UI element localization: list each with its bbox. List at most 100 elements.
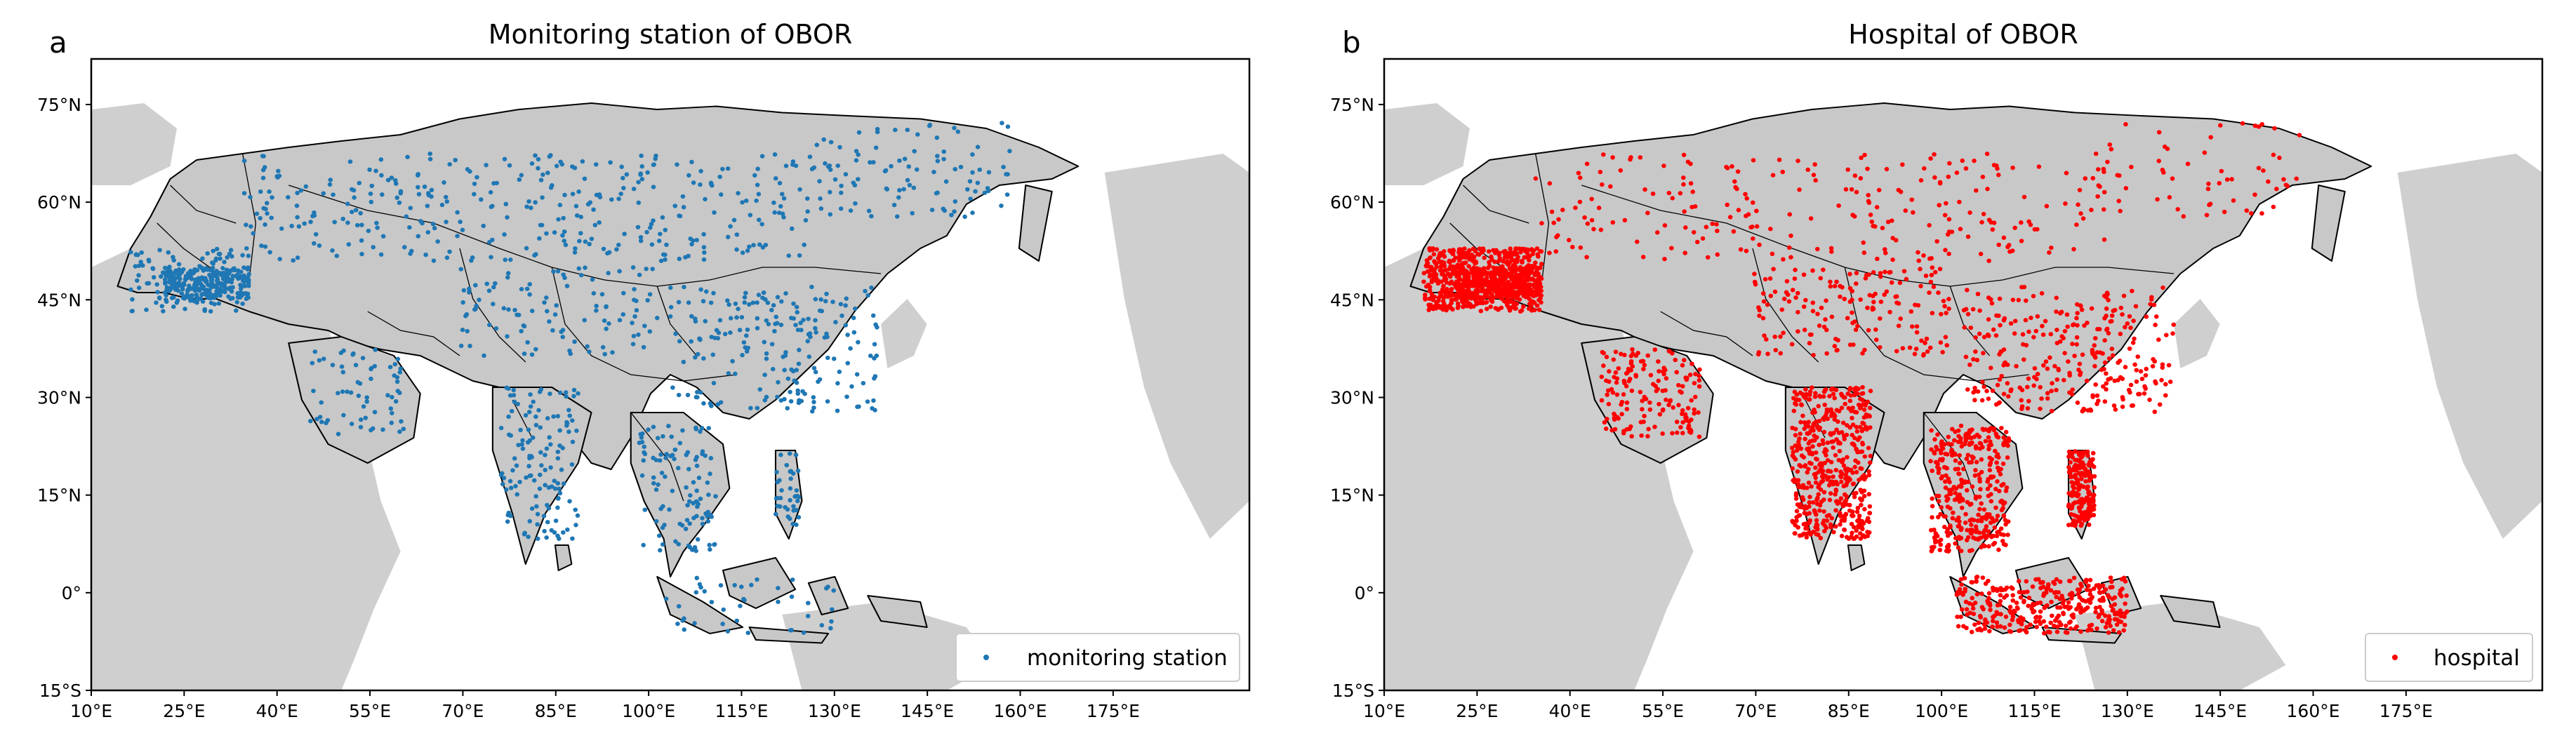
data-point xyxy=(686,499,692,504)
x-tick-label: 145°E xyxy=(2193,701,2247,721)
data-point xyxy=(2108,585,2113,590)
data-point xyxy=(1811,352,1816,358)
data-point xyxy=(1940,349,1945,355)
data-point xyxy=(1959,444,1965,449)
data-point xyxy=(672,457,677,462)
data-point xyxy=(1878,316,1883,321)
data-point xyxy=(340,370,346,375)
data-point xyxy=(415,173,420,178)
data-point xyxy=(1925,349,1930,354)
data-point xyxy=(2112,307,2118,313)
data-point xyxy=(649,242,655,247)
data-point xyxy=(740,250,745,255)
data-point xyxy=(1526,271,1532,276)
data-point xyxy=(685,392,691,398)
data-point xyxy=(1944,343,1950,348)
data-point xyxy=(1944,494,1949,499)
data-point xyxy=(1966,431,1972,436)
data-point xyxy=(566,429,571,434)
data-point xyxy=(616,196,621,201)
data-point xyxy=(1639,433,1644,438)
data-point xyxy=(952,166,958,172)
data-point xyxy=(622,232,627,236)
data-point xyxy=(1810,268,1815,273)
data-point xyxy=(794,507,799,513)
data-point xyxy=(645,297,650,303)
data-point xyxy=(2122,622,2127,627)
data-point xyxy=(1850,297,1854,302)
data-point xyxy=(869,285,874,290)
data-point xyxy=(2083,478,2088,484)
data-point xyxy=(624,172,630,177)
data-point xyxy=(1832,283,1838,288)
data-point xyxy=(789,627,795,633)
data-point xyxy=(819,622,825,628)
data-point xyxy=(1817,419,1822,424)
data-point xyxy=(2156,159,2161,163)
data-point xyxy=(1998,526,2004,531)
data-point xyxy=(582,176,587,181)
data-point xyxy=(171,255,175,260)
data-point xyxy=(1979,220,1984,225)
data-point xyxy=(1640,399,1645,403)
data-point xyxy=(2219,168,2224,173)
data-point xyxy=(551,414,556,419)
data-point xyxy=(791,504,796,509)
data-point xyxy=(631,187,637,192)
data-point xyxy=(1967,610,1973,615)
data-point xyxy=(175,298,180,303)
data-point xyxy=(871,160,876,165)
x-tick-label: 40°E xyxy=(256,701,298,721)
data-point xyxy=(1610,155,1615,160)
data-point xyxy=(1996,468,2002,474)
data-point xyxy=(1491,265,1496,270)
data-point xyxy=(1535,277,1541,282)
data-point xyxy=(2076,480,2080,486)
data-point xyxy=(560,233,565,238)
data-point xyxy=(327,182,333,187)
data-point xyxy=(136,263,142,268)
data-point xyxy=(1894,238,1899,243)
data-point xyxy=(1612,375,1616,380)
data-point xyxy=(788,389,792,394)
data-point xyxy=(479,197,484,202)
data-point xyxy=(556,217,561,222)
data-point xyxy=(2109,319,2114,323)
data-point xyxy=(2104,290,2110,295)
data-point xyxy=(2091,586,2097,591)
data-point xyxy=(1970,596,1975,601)
data-point xyxy=(1689,398,1694,403)
data-point xyxy=(2066,359,2071,364)
data-point xyxy=(1990,388,1996,394)
data-point xyxy=(802,242,806,248)
data-point xyxy=(720,622,725,627)
data-point xyxy=(545,520,550,525)
data-point xyxy=(676,603,682,609)
data-point xyxy=(1939,476,1944,481)
data-point xyxy=(1850,441,1855,446)
data-point xyxy=(1793,491,1799,496)
data-point xyxy=(1427,246,1432,251)
data-point xyxy=(2066,464,2071,469)
data-point xyxy=(375,225,380,230)
data-point xyxy=(708,455,714,461)
data-point xyxy=(543,467,547,473)
data-point xyxy=(2003,488,2009,493)
data-point xyxy=(1947,161,1952,166)
data-point xyxy=(2086,597,2092,603)
data-point xyxy=(2163,393,2168,398)
data-point xyxy=(1930,468,1934,474)
data-point xyxy=(851,315,856,321)
data-point xyxy=(397,370,403,375)
data-point xyxy=(1938,542,1944,547)
data-point xyxy=(167,275,172,281)
data-point xyxy=(1805,431,1811,436)
data-point xyxy=(2156,130,2162,135)
data-point xyxy=(1687,373,1693,377)
data-point xyxy=(1802,511,1807,516)
data-point xyxy=(788,476,793,481)
data-point xyxy=(1972,473,1978,478)
data-point xyxy=(2021,194,2027,199)
data-point xyxy=(786,253,792,258)
data-point xyxy=(1807,451,1812,456)
